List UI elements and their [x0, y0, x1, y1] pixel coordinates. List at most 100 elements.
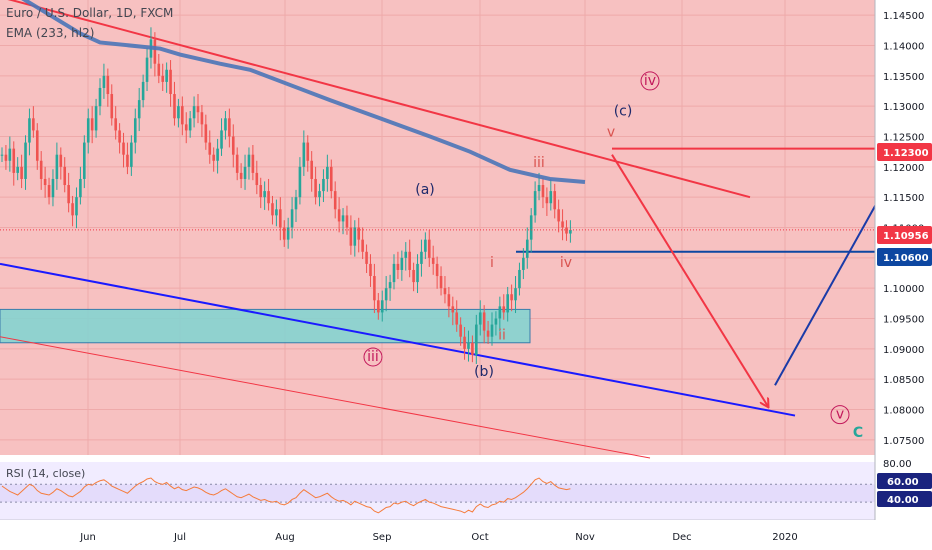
candle-body[interactable]: [106, 75, 110, 95]
candle-body[interactable]: [345, 215, 349, 228]
candle-body[interactable]: [486, 330, 490, 337]
candle-body[interactable]: [522, 257, 525, 270]
candle-body[interactable]: [188, 118, 192, 131]
candle-body[interactable]: [141, 81, 145, 101]
trendline[interactable]: [0, 336, 651, 459]
time-axis[interactable]: Jun Jul Aug Sep Oct Nov Dec 2020: [0, 520, 875, 550]
candle-body[interactable]: [400, 257, 404, 270]
candle-body[interactable]: [439, 276, 443, 289]
candle-body[interactable]: [228, 118, 231, 137]
candle-body[interactable]: [431, 257, 435, 264]
candle-body[interactable]: [212, 154, 215, 161]
candle-body[interactable]: [553, 191, 557, 210]
price-badge[interactable]: [877, 226, 932, 244]
candle-body[interactable]: [8, 148, 12, 161]
candle-body[interactable]: [231, 136, 235, 155]
candle-body[interactable]: [404, 251, 408, 258]
candle-body[interactable]: [98, 87, 102, 107]
candle-body[interactable]: [333, 191, 337, 210]
candle-body[interactable]: [533, 191, 537, 216]
candle-body[interactable]: [510, 294, 513, 301]
price-badge[interactable]: [877, 143, 932, 161]
candle-body[interactable]: [110, 94, 114, 119]
candle-body[interactable]: [63, 166, 67, 186]
candle-body[interactable]: [427, 239, 431, 258]
candle-body[interactable]: [196, 106, 200, 113]
candle-body[interactable]: [192, 106, 196, 119]
candle-body[interactable]: [557, 209, 560, 222]
candle-body[interactable]: [435, 263, 439, 277]
candle-body[interactable]: [235, 154, 239, 173]
candle-body[interactable]: [373, 276, 376, 301]
candle-body[interactable]: [102, 75, 106, 88]
candle-body[interactable]: [51, 178, 55, 198]
candle-body[interactable]: [408, 251, 411, 270]
candle-body[interactable]: [28, 118, 31, 143]
candle-body[interactable]: [55, 154, 59, 179]
candle-body[interactable]: [71, 203, 74, 216]
candle-body[interactable]: [298, 166, 302, 198]
candle-body[interactable]: [177, 106, 180, 119]
candle-body[interactable]: [24, 142, 27, 179]
candle-body[interactable]: [396, 263, 400, 270]
rsi-pane[interactable]: [0, 462, 875, 521]
candle-body[interactable]: [443, 288, 447, 295]
projection-line[interactable]: [611, 154, 768, 407]
candle-body[interactable]: [569, 229, 572, 234]
candle-body[interactable]: [467, 342, 470, 349]
candle-body[interactable]: [153, 39, 157, 64]
projection-line[interactable]: [774, 196, 881, 386]
candle-body[interactable]: [478, 312, 482, 325]
candle-body[interactable]: [529, 215, 533, 240]
candle-body[interactable]: [537, 185, 541, 192]
candle-body[interactable]: [263, 191, 266, 198]
trendline[interactable]: [0, 0, 751, 199]
candle-body[interactable]: [267, 191, 270, 204]
candle-body[interactable]: [12, 148, 16, 173]
candle-body[interactable]: [525, 239, 529, 258]
candle-body[interactable]: [184, 124, 188, 131]
candle-body[interactable]: [424, 239, 427, 252]
candle-body[interactable]: [349, 227, 353, 246]
candle-body[interactable]: [79, 178, 82, 198]
candle-body[interactable]: [357, 227, 361, 240]
candle-body[interactable]: [0, 154, 4, 156]
candle-body[interactable]: [137, 100, 141, 119]
candle-body[interactable]: [447, 294, 451, 307]
candle-body[interactable]: [416, 263, 419, 283]
candle-body[interactable]: [35, 130, 39, 161]
candle-body[interactable]: [337, 209, 341, 222]
candle-body[interactable]: [20, 166, 23, 179]
candle-body[interactable]: [220, 130, 223, 149]
price-axis[interactable]: 1.14500 1.14000 1.13500 1.13000 1.12500 1.120…: [874, 0, 932, 550]
candle-body[interactable]: [475, 324, 478, 355]
candle-body[interactable]: [482, 312, 486, 331]
candle-body[interactable]: [255, 172, 259, 186]
candle-body[interactable]: [326, 166, 329, 179]
candle-body[interactable]: [294, 197, 298, 210]
candle-body[interactable]: [455, 312, 459, 325]
candle-body[interactable]: [216, 148, 219, 161]
candle-body[interactable]: [463, 336, 466, 349]
candle-body[interactable]: [118, 130, 121, 143]
candle-body[interactable]: [130, 142, 133, 167]
candle-body[interactable]: [169, 69, 172, 95]
candle-body[interactable]: [322, 178, 325, 192]
candle-body[interactable]: [122, 142, 125, 155]
candle-body[interactable]: [549, 191, 553, 204]
candle-body[interactable]: [59, 154, 63, 167]
candle-body[interactable]: [43, 178, 47, 186]
trendline[interactable]: [0, 262, 796, 417]
price-badge[interactable]: [877, 248, 932, 266]
candle-body[interactable]: [329, 166, 333, 192]
candle-body[interactable]: [384, 288, 388, 301]
rsi-badge[interactable]: [877, 491, 932, 507]
candle-body[interactable]: [94, 106, 98, 131]
candle-body[interactable]: [388, 282, 392, 289]
rsi-badge[interactable]: [877, 473, 932, 489]
candle-body[interactable]: [4, 154, 8, 161]
candle-body[interactable]: [361, 239, 364, 252]
candle-body[interactable]: [39, 160, 43, 179]
candle-body[interactable]: [490, 324, 494, 337]
